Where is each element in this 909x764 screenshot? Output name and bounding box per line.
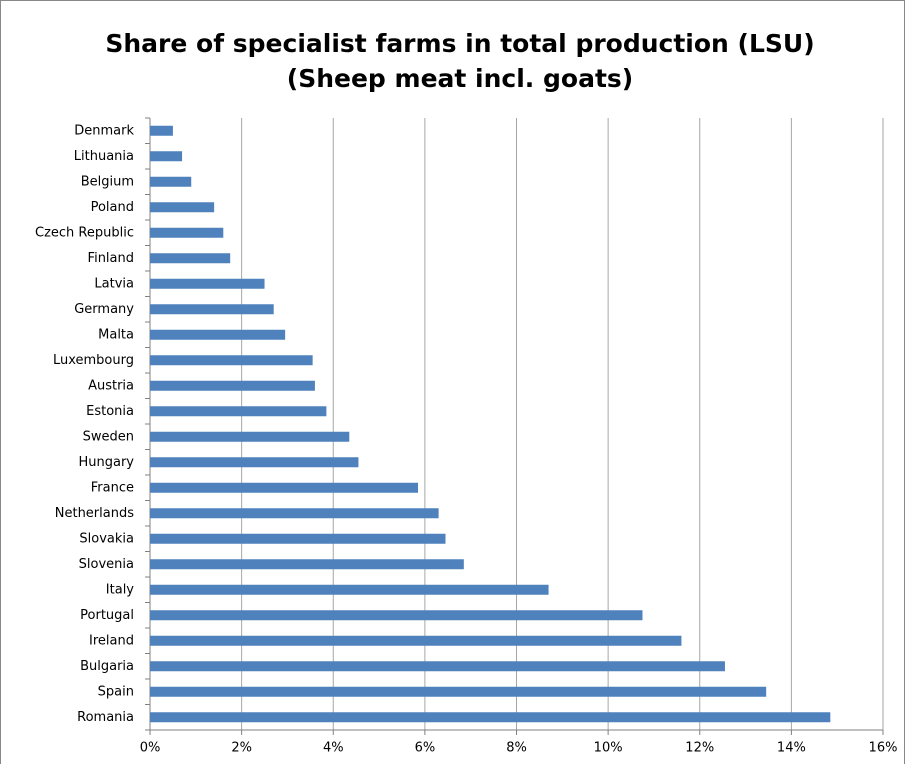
y-tick-label: Malta (98, 327, 134, 342)
bar (150, 457, 359, 468)
bar (150, 380, 315, 391)
y-tick-label: Slovenia (79, 557, 134, 572)
y-tick-label: Lithuania (74, 149, 134, 164)
y-tick-label: Germany (74, 302, 134, 317)
bar (150, 533, 446, 544)
y-tick-label: Estonia (86, 404, 134, 419)
bar (150, 355, 313, 366)
bar (150, 176, 192, 187)
x-tick-label: 12% (685, 741, 714, 756)
y-tick-label: Ireland (89, 633, 134, 648)
y-tick-label: Portugal (80, 608, 134, 623)
x-tick-label: 4% (323, 741, 344, 756)
bar (150, 304, 274, 315)
bar (150, 253, 231, 264)
bar (150, 559, 464, 570)
y-tick-label: Belgium (81, 174, 134, 189)
y-tick-label: Sweden (83, 429, 134, 444)
bar (150, 125, 173, 136)
x-tick-label: 8% (506, 741, 527, 756)
bar (150, 227, 224, 238)
bar (150, 151, 183, 162)
x-tick-label: 0% (140, 741, 161, 756)
bar (150, 406, 327, 417)
y-tick-label: Slovakia (79, 531, 134, 546)
x-tick-label: 10% (594, 741, 623, 756)
y-tick-label: Spain (98, 684, 134, 699)
y-tick-label: Poland (91, 200, 134, 215)
y-tick-label: Romania (77, 710, 134, 725)
bar (150, 584, 549, 595)
bar (150, 610, 643, 621)
y-tick-label: Denmark (74, 123, 134, 138)
x-tick-label: 16% (869, 741, 898, 756)
chart-subtitle: (Sheep meat incl. goats) (287, 64, 633, 93)
y-tick-label: Austria (88, 378, 134, 393)
y-tick-label: Czech Republic (35, 225, 134, 240)
bar (150, 278, 265, 289)
bar (150, 661, 725, 672)
y-tick-label: Netherlands (55, 506, 134, 521)
bar (150, 635, 682, 646)
y-tick-label: Luxembourg (53, 353, 134, 368)
y-tick-label: Latvia (94, 276, 134, 291)
bar (150, 712, 831, 723)
bar (150, 482, 419, 493)
x-tick-label: 14% (777, 741, 806, 756)
y-tick-label: France (91, 480, 134, 495)
y-tick-label: Finland (88, 251, 134, 266)
bar (150, 329, 286, 340)
x-tick-label: 2% (231, 741, 252, 756)
bar (150, 508, 439, 519)
chart-title: Share of specialist farms in total produ… (105, 29, 814, 58)
y-tick-label: Bulgaria (80, 659, 134, 674)
bar (150, 431, 350, 442)
bar (150, 202, 215, 213)
x-tick-label: 6% (415, 741, 436, 756)
y-tick-label: Hungary (78, 455, 134, 470)
bar (150, 686, 767, 697)
y-tick-label: Italy (106, 582, 135, 597)
